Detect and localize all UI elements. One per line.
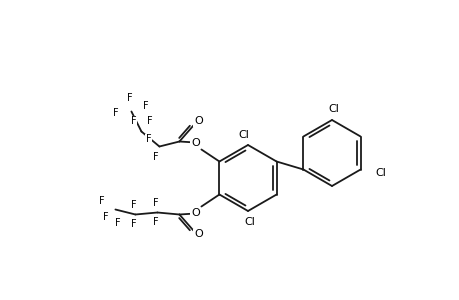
Text: F: F: [146, 134, 151, 145]
Text: F: F: [112, 109, 118, 118]
Text: O: O: [194, 230, 202, 239]
Text: F: F: [152, 218, 158, 227]
Text: F: F: [130, 116, 136, 127]
Text: F: F: [114, 218, 120, 229]
Text: F: F: [146, 116, 152, 127]
Text: F: F: [130, 200, 136, 209]
Text: F: F: [98, 196, 104, 206]
Text: Cl: Cl: [238, 130, 249, 140]
Text: F: F: [130, 220, 136, 230]
Text: O: O: [190, 137, 199, 148]
Text: F: F: [152, 197, 158, 208]
Text: F: F: [102, 212, 108, 223]
Text: Cl: Cl: [328, 104, 339, 114]
Text: F: F: [126, 92, 132, 103]
Text: F: F: [152, 152, 158, 161]
Text: Cl: Cl: [244, 217, 255, 227]
Text: F: F: [142, 100, 148, 110]
Text: Cl: Cl: [375, 167, 385, 178]
Text: O: O: [194, 116, 202, 127]
Text: O: O: [190, 208, 199, 218]
